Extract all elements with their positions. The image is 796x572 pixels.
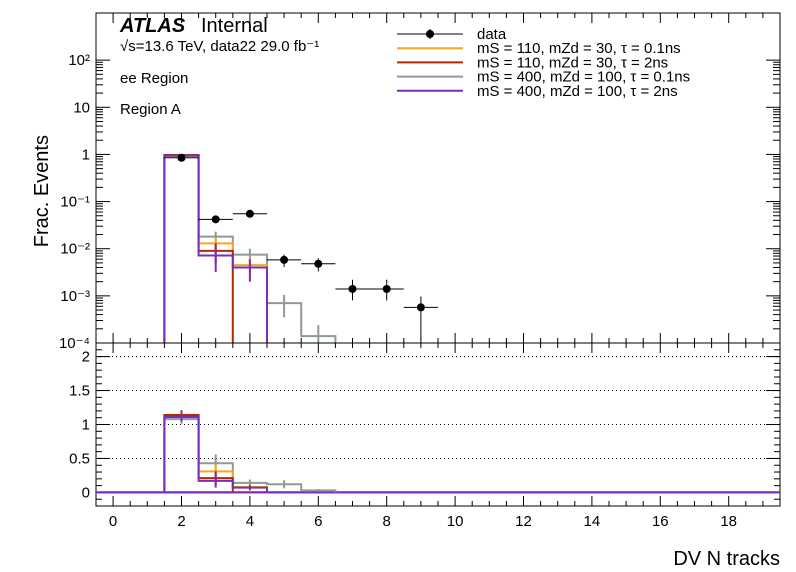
x-tick-label: 16: [652, 513, 669, 530]
ratio-y-tick-label: 0: [82, 484, 90, 501]
y-tick-label: 10²: [68, 52, 90, 69]
main-panel: 10⁻⁴ 10⁻³ 10⁻² 10⁻¹ 1 10 10² Frac. Events ATLA…: [31, 12, 781, 352]
region-text: ee Region: [120, 70, 188, 87]
x-tick-label: 10: [447, 513, 464, 530]
ratio-y-tick-label: 1: [82, 417, 90, 434]
x-axis: 0 2 4 6 8 10 12 14 16 18: [109, 343, 764, 530]
data-marker: [348, 284, 357, 293]
data-marker: [211, 215, 220, 224]
x-tick-label: 18: [720, 513, 737, 530]
y-tick-label: 1: [82, 146, 90, 163]
x-tick-label: 4: [246, 513, 254, 530]
subregion-text: Region A: [120, 101, 181, 118]
x-tick-label: 8: [383, 513, 391, 530]
legend-label: mS = 110, mZd = 30, τ = 0.1ns: [477, 40, 681, 57]
legend-entry: mS = 110, mZd = 30, τ = 2ns: [397, 54, 668, 71]
ratio-series: [163, 414, 337, 493]
data-marker: [416, 303, 425, 312]
x-tick-label: 12: [515, 513, 532, 530]
legend-label: mS = 400, mZd = 100, τ = 0.1ns: [477, 69, 690, 86]
x-axis-title: DV N tracks: [673, 548, 780, 570]
main-histograms: [163, 154, 337, 343]
atlas-label: ATLAS Internal: [119, 15, 268, 37]
data-point: [267, 254, 302, 267]
x-tick-label: 6: [314, 513, 322, 530]
data-marker: [245, 209, 254, 218]
x-tick-label: 2: [177, 513, 185, 530]
status-text: Internal: [201, 15, 268, 37]
energy-lumi-text: √s=13.6 TeV, data22 29.0 fb⁻¹: [120, 38, 319, 55]
ratio-histograms: [96, 410, 780, 494]
data-marker: [177, 153, 186, 162]
y-tick-label: 10⁻²: [60, 241, 90, 258]
legend-entry: data: [397, 26, 507, 43]
y-tick-label: 10: [73, 99, 90, 116]
y-tick-label: 10⁻⁴: [59, 335, 90, 352]
main-series: [163, 155, 337, 343]
data-point: [164, 153, 199, 162]
main-y-axis: 10⁻⁴ 10⁻³ 10⁻² 10⁻¹ 1 10 10²: [59, 13, 780, 352]
data-marker: [280, 255, 289, 264]
data-points: [164, 153, 438, 340]
data-point: [335, 279, 370, 301]
legend-label: mS = 400, mZd = 100, τ = 2ns: [477, 83, 678, 100]
legend-entry: mS = 110, mZd = 30, τ = 0.1ns: [397, 40, 681, 57]
ratio-panel: 0 0.5 1 1.5 2 0 2 4 6 8 10 12 14 16 18 DV N tracks: [69, 342, 781, 570]
y-axis-title: Frac. Events: [31, 135, 53, 247]
data-point: [232, 209, 267, 218]
data-point: [301, 258, 336, 272]
x-tick-label: 14: [584, 513, 601, 530]
ratio-y-tick-label: 1.5: [69, 383, 90, 400]
x-tick-label: 0: [109, 513, 117, 530]
ratio-series: [163, 412, 268, 493]
legend-label: mS = 110, mZd = 30, τ = 2ns: [477, 54, 668, 71]
ratio-y-tick-label: 0.5: [69, 450, 90, 467]
data-marker: [382, 284, 391, 293]
legend-entry: mS = 400, mZd = 100, τ = 0.1ns: [397, 69, 690, 86]
y-tick-label: 10⁻¹: [60, 194, 90, 211]
main-series: [163, 154, 268, 343]
data-point: [369, 279, 404, 301]
data-marker: [314, 259, 323, 268]
legend-entry: mS = 400, mZd = 100, τ = 2ns: [397, 83, 678, 100]
atlas-logo-text: ATLAS: [119, 15, 186, 37]
y-tick-label: 10⁻³: [60, 288, 90, 305]
data-point: [198, 215, 233, 224]
ratio-y-tick-label: 2: [82, 349, 90, 366]
legend-label: data: [477, 26, 507, 43]
legend-marker: [426, 30, 434, 38]
data-point: [403, 296, 438, 340]
